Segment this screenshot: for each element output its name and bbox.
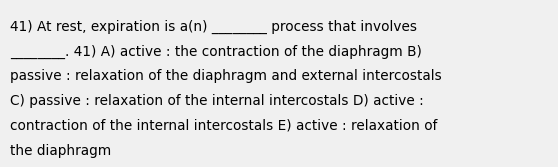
Text: ________. 41) A) active : the contraction of the diaphragm B): ________. 41) A) active : the contractio… [10, 45, 422, 59]
Text: the diaphragm: the diaphragm [10, 144, 111, 158]
Text: C) passive : relaxation of the internal intercostals D) active :: C) passive : relaxation of the internal … [10, 94, 424, 108]
Text: 41) At rest, expiration is a(n) ________ process that involves: 41) At rest, expiration is a(n) ________… [10, 20, 417, 34]
Text: passive : relaxation of the diaphragm and external intercostals: passive : relaxation of the diaphragm an… [10, 69, 442, 84]
Text: contraction of the internal intercostals E) active : relaxation of: contraction of the internal intercostals… [10, 119, 437, 133]
